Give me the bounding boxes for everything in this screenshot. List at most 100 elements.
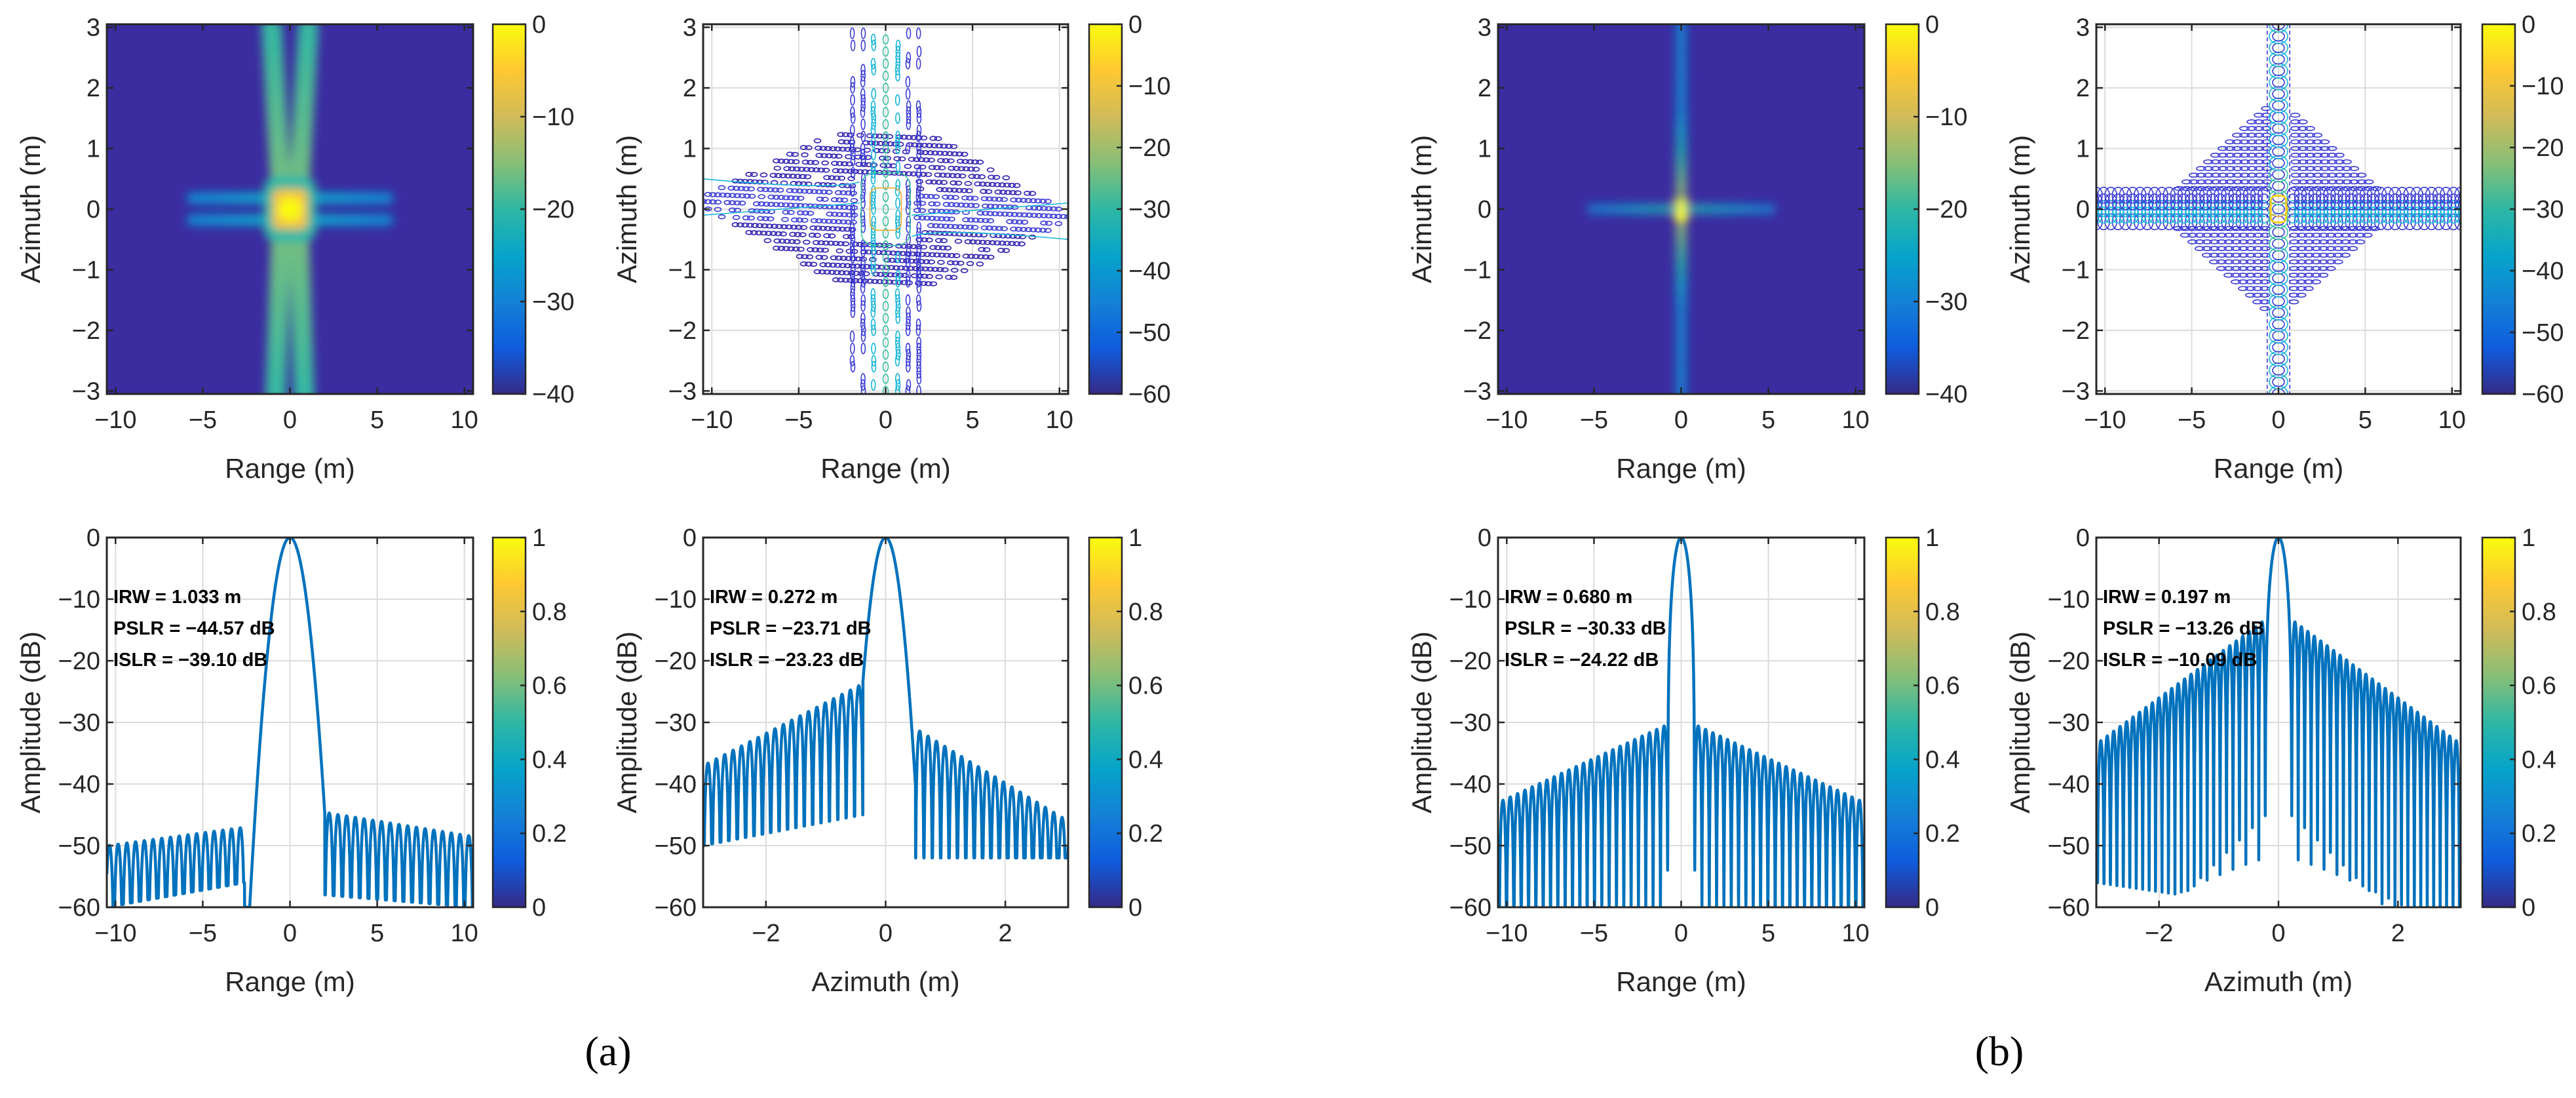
contour-line (986, 196, 993, 202)
contour-line (782, 159, 790, 164)
contour-line (2305, 139, 2315, 145)
contour-line (809, 225, 817, 231)
contour-line (964, 181, 972, 186)
contour-line (994, 189, 1003, 195)
contour-line (2239, 132, 2250, 138)
heatmap-spot (1674, 88, 1688, 100)
x-tick-label: 0 (879, 920, 893, 947)
contour-line (2191, 193, 2205, 210)
contour-line (2319, 159, 2330, 165)
contour-line (938, 165, 946, 170)
x-tick-label: −10 (94, 920, 136, 947)
contour-line (792, 159, 800, 165)
contour-line (832, 277, 840, 283)
contour-line (906, 379, 912, 391)
contour-line (832, 168, 840, 174)
contour-line (2296, 232, 2307, 238)
contour-line (944, 172, 952, 178)
contour-line (832, 241, 840, 246)
heatmap-sidelobe (377, 192, 394, 205)
contour-line (2148, 186, 2161, 204)
contour-line (926, 266, 934, 272)
contour-line (2447, 193, 2460, 210)
contour-line (978, 182, 987, 187)
x-axis-label: Azimuth (m) (811, 966, 959, 997)
x-tick-label: −10 (2084, 406, 2126, 434)
contour-line (2242, 213, 2256, 231)
contour-line (714, 206, 722, 212)
contour-line (2311, 246, 2322, 251)
contour-line (2297, 166, 2309, 171)
contour-line (2181, 179, 2192, 185)
heatmap-spot (1674, 319, 1688, 330)
contour-line (2250, 193, 2263, 210)
contour-line (2231, 259, 2241, 265)
contour-line (895, 58, 901, 69)
contour-line (830, 219, 838, 224)
y-tick-label: −50 (1450, 833, 1491, 860)
heatmap-sidelobe (1595, 203, 1602, 215)
contour-line (950, 151, 959, 157)
contour-line (870, 125, 876, 136)
contour-line (815, 146, 822, 151)
contour-line (2187, 239, 2198, 245)
contour-line (2417, 186, 2431, 204)
contour-line (2356, 172, 2367, 178)
contour-line (2216, 246, 2227, 251)
contour-line (954, 239, 963, 244)
contour-line (2141, 206, 2154, 224)
contour-line (2311, 265, 2322, 271)
contour-line (2290, 146, 2301, 151)
contour-line (2313, 186, 2323, 191)
contour-line (946, 260, 955, 265)
contour-line (2203, 166, 2214, 171)
contour-line (946, 231, 953, 237)
contour-line (860, 142, 866, 155)
contour-line (762, 208, 771, 214)
contour-line (787, 159, 795, 165)
y-tick-label: −10 (58, 586, 100, 614)
contour-line (2381, 213, 2394, 231)
contour-line (895, 243, 903, 249)
contour-line (2403, 200, 2416, 217)
contour-line (841, 161, 849, 167)
contour-line (2297, 119, 2308, 125)
contour-line (799, 145, 808, 150)
x-tick-label: 5 (1761, 406, 1775, 434)
x-tick-label: −5 (1580, 406, 1608, 434)
contour-line (946, 187, 953, 193)
contour-line (2381, 200, 2394, 217)
contour-line (906, 349, 912, 361)
contour-line (916, 355, 921, 366)
heatmap-sidelobe (1700, 203, 1707, 215)
contour-line (922, 157, 931, 163)
y-tick-label: −2 (668, 317, 697, 345)
contour-line (882, 131, 889, 142)
contour-line (911, 142, 919, 147)
contour-line (813, 269, 822, 275)
contour-line (1010, 212, 1019, 218)
contour-line (950, 275, 958, 281)
y-tick-label: −10 (1450, 586, 1491, 614)
contour-line (966, 261, 974, 266)
contour-line (2326, 239, 2336, 245)
contour-line (955, 151, 964, 157)
contour-line (2340, 239, 2351, 245)
contour-line (871, 112, 877, 125)
contour-line (1030, 212, 1038, 218)
contour-line (2359, 200, 2373, 217)
contour-line (810, 218, 818, 224)
contour-line (2425, 200, 2438, 217)
contour-line (1014, 233, 1022, 239)
contour-line (946, 224, 955, 229)
contour-line (915, 185, 921, 197)
plot-area (1498, 24, 1864, 394)
contour-line (895, 161, 901, 173)
contour-line (1039, 227, 1047, 233)
contour-line (1045, 220, 1053, 226)
contour-line (871, 136, 876, 149)
contour-line (948, 252, 956, 258)
contour-line (893, 156, 901, 161)
contour-line (870, 100, 876, 112)
contour-line (2252, 265, 2263, 271)
